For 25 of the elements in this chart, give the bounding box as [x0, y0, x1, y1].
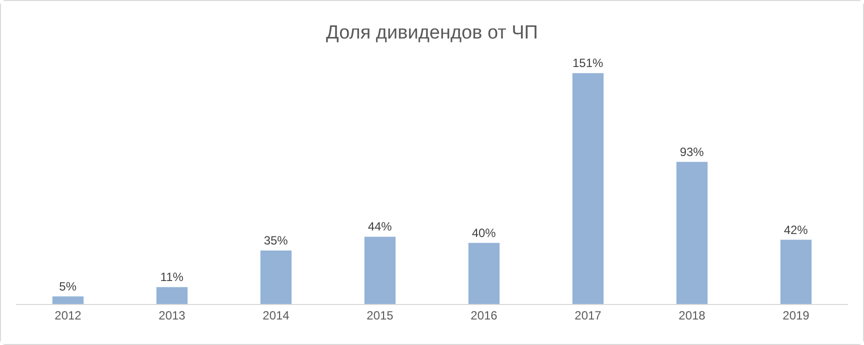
- bar: [156, 287, 188, 304]
- data-label: 11%: [160, 270, 184, 284]
- data-label: 5%: [59, 279, 77, 294]
- bar: [52, 296, 84, 304]
- data-label: 35%: [264, 233, 288, 248]
- bar: [260, 250, 292, 304]
- data-label: 42%: [784, 222, 808, 237]
- chart-title: Доля дивидендов от ЧП: [326, 22, 538, 44]
- x-tick-label: 2017: [574, 308, 602, 322]
- data-label: 44%: [368, 220, 392, 234]
- x-tick-label: 2016: [470, 308, 498, 322]
- bar: [468, 242, 500, 304]
- data-label: 40%: [472, 226, 496, 240]
- data-label: 93%: [680, 144, 704, 159]
- x-tick-label: 2015: [366, 308, 394, 322]
- bar: [572, 73, 604, 304]
- x-tick-label: 2012: [54, 308, 82, 322]
- x-tick-label: 2019: [782, 308, 810, 322]
- bar: [676, 162, 708, 304]
- x-tick-label: 2014: [262, 308, 290, 322]
- bar: [780, 240, 812, 304]
- x-tick-label: 2018: [678, 308, 706, 322]
- data-label: 151%: [572, 56, 604, 70]
- x-tick-label: 2013: [158, 308, 186, 322]
- bar: [364, 236, 396, 304]
